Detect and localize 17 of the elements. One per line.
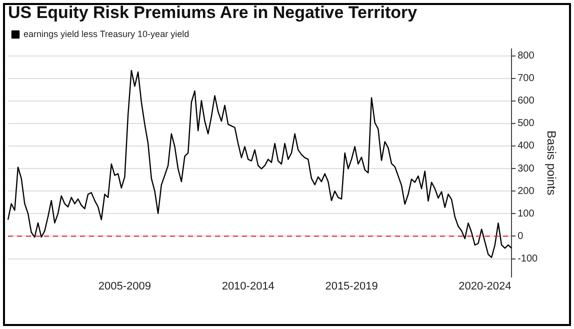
y-tick-label: 700 (518, 73, 535, 84)
y-tick-label: 400 (518, 140, 535, 152)
y-tick-label: 300 (518, 163, 535, 174)
y-tick-label: -100 (518, 254, 538, 265)
x-tick-label: 2005-2009 (98, 280, 152, 292)
x-tick-label: 2015-2019 (325, 280, 378, 292)
x-tick-label: 2020-2024 (458, 280, 512, 292)
y-tick-label: 500 (518, 118, 535, 130)
chart-title: US Equity Risk Premiums Are in Negative Territory (8, 3, 418, 23)
legend-label: earnings yield less Treasury 10-year yield (24, 28, 190, 39)
y-tick-label: 200 (518, 186, 535, 197)
y-tick-label: 600 (518, 96, 535, 107)
y-axis-title: Basis points (544, 130, 558, 196)
y-tick-label: 800 (518, 50, 535, 62)
x-tick-label: 2010-2014 (222, 280, 274, 292)
y-tick-label: 0 (518, 230, 524, 242)
y-tick-label: 100 (518, 208, 535, 220)
